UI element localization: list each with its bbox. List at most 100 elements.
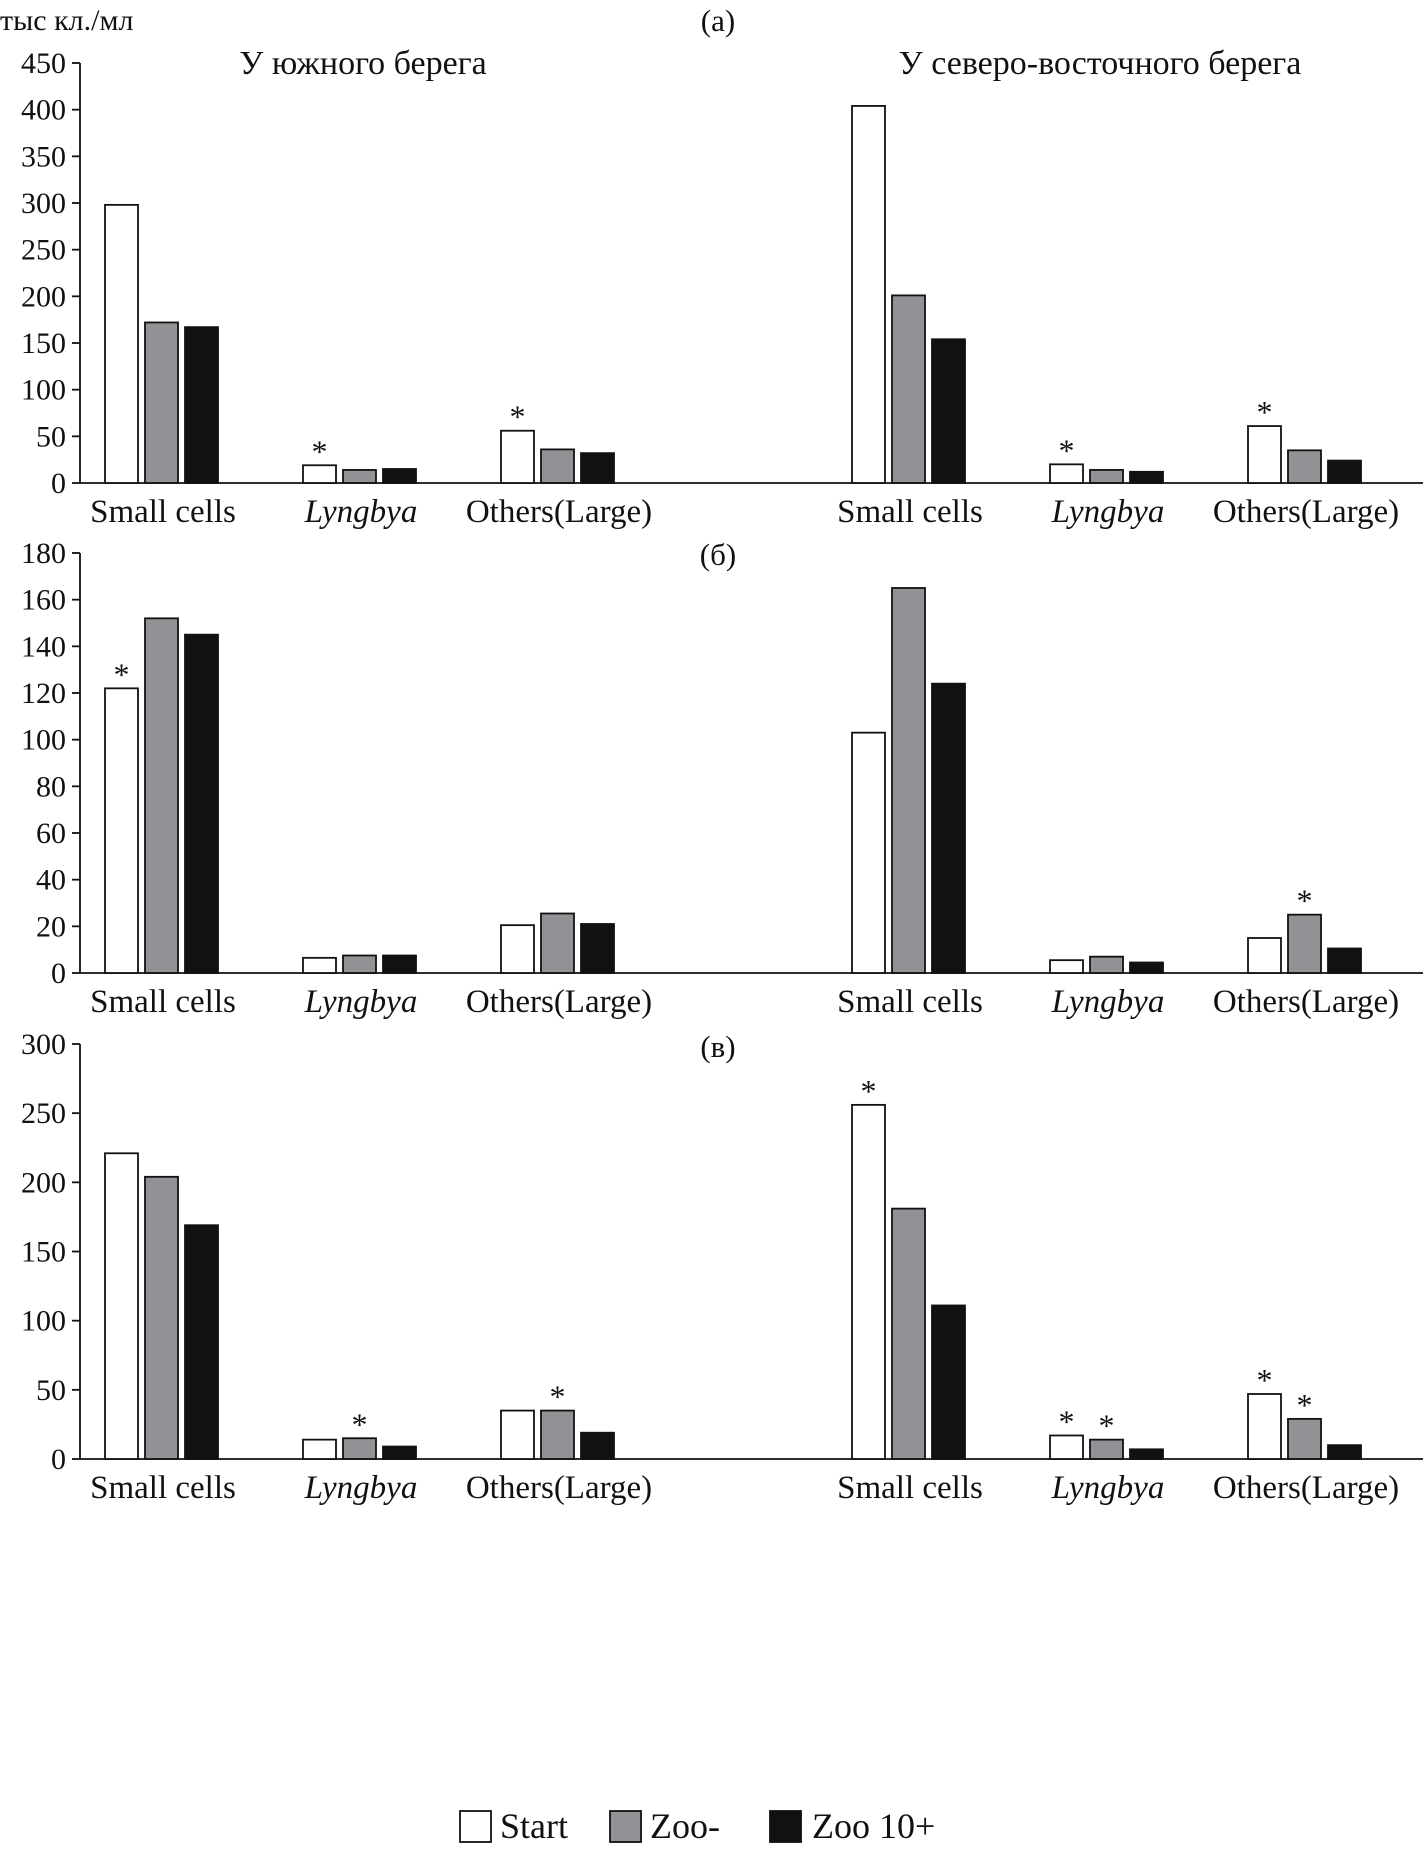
bar-zoo-10-: [382, 954, 417, 974]
y-tick-label: 0: [51, 1443, 66, 1476]
y-tick-label: 200: [21, 1166, 66, 1199]
header-northeast-shore: У северо-восточного берега: [899, 45, 1302, 82]
bar-zoo-10-: [580, 452, 615, 484]
bar-zoo-: [1287, 449, 1322, 484]
panel-label: (a): [701, 3, 735, 38]
y-tick-label: 80: [36, 770, 66, 803]
bar-start: [104, 203, 139, 484]
y-tick-label: 50: [36, 1374, 66, 1407]
bar-zoo-10-: [580, 923, 615, 974]
significance-star: *: [861, 1073, 877, 1109]
bar-zoo-10-: [931, 338, 966, 484]
panel-label: (б): [700, 537, 736, 572]
significance-star: *: [1297, 1387, 1313, 1423]
bar-zoo-10-: [1327, 947, 1362, 974]
significance-star: *: [352, 1406, 368, 1442]
bar-zoo-: [342, 469, 377, 484]
header-south-shore: У южного берега: [239, 45, 486, 82]
bar-zoo-: [540, 1409, 575, 1460]
bar-zoo-: [342, 954, 377, 974]
bar-zoo-: [540, 448, 575, 484]
bar-start: [104, 687, 139, 974]
significance-star: *: [1059, 432, 1075, 468]
bar-start: [500, 924, 535, 974]
category-label: Small cells: [837, 984, 983, 1020]
bar-start: [851, 105, 886, 484]
y-tick-label: 0: [51, 467, 66, 500]
bar-start: [1247, 937, 1282, 974]
y-tick-label: 150: [21, 1236, 66, 1269]
bar-zoo-: [540, 912, 575, 974]
y-tick-label: 60: [36, 817, 66, 850]
bar-start: [1247, 1393, 1282, 1460]
y-tick-label: 20: [36, 910, 66, 943]
category-label: Lyngbya: [304, 984, 418, 1020]
y-tick-label: 400: [21, 94, 66, 127]
significance-star: *: [550, 1379, 566, 1415]
bar-zoo-10-: [382, 1445, 417, 1460]
legend-entry: Start: [500, 1806, 568, 1846]
y-tick-label: 100: [21, 374, 66, 407]
bar-zoo-: [1287, 913, 1322, 974]
bar-zoo-10-: [1327, 459, 1362, 484]
bar-start: [302, 1438, 337, 1460]
category-label: Lyngbya: [1051, 984, 1165, 1020]
y-tick-label: 140: [21, 630, 66, 663]
y-tick-label: 200: [21, 280, 66, 313]
bar-start: [302, 956, 337, 974]
bar-start: [500, 1409, 535, 1460]
category-label: Small cells: [90, 984, 236, 1020]
category-label: Lyngbya: [304, 1470, 418, 1506]
bar-zoo-: [1089, 469, 1124, 484]
bar-zoo-10-: [382, 468, 417, 484]
category-label: Lyngbya: [304, 494, 418, 530]
bar-zoo-: [1287, 1417, 1322, 1460]
y-tick-label: 300: [21, 187, 66, 220]
bar-zoo-10-: [1129, 470, 1164, 484]
category-label: Others(Large): [466, 984, 652, 1020]
bar-zoo-10-: [580, 1431, 615, 1460]
bar-zoo-10-: [1129, 1448, 1164, 1460]
bar-zoo-: [342, 1437, 377, 1460]
category-label: Others(Large): [466, 1470, 652, 1506]
y-tick-label: 160: [21, 584, 66, 617]
bar-start: [851, 731, 886, 974]
significance-star: *: [1099, 1408, 1115, 1444]
bar-start: [1247, 425, 1282, 484]
bar-zoo-: [1089, 1438, 1124, 1460]
y-tick-label: 120: [21, 677, 66, 710]
category-label: Small cells: [837, 1470, 983, 1506]
bar-zoo-: [891, 294, 926, 484]
bar-zoo-10-: [931, 682, 966, 974]
category-label: Small cells: [90, 494, 236, 530]
bar-zoo-: [144, 321, 179, 484]
legend-entry: Zoo 10+: [812, 1806, 935, 1846]
bar-start: [302, 464, 337, 484]
y-tick-label: 450: [21, 47, 66, 80]
y-tick-label: 300: [21, 1028, 66, 1061]
panel-label: (в): [700, 1029, 735, 1064]
y-tick-label: 100: [21, 1305, 66, 1338]
bar-start: [1049, 463, 1084, 484]
y-axis-unit-label: тыс кл./мл: [0, 4, 133, 37]
significance-star: *: [510, 399, 526, 435]
category-label: Others(Large): [1213, 984, 1399, 1020]
y-tick-label: 180: [21, 537, 66, 570]
y-tick-label: 40: [36, 864, 66, 897]
bar-zoo-10-: [184, 1224, 219, 1460]
bar-zoo-10-: [1129, 961, 1164, 974]
bar-zoo-: [144, 1175, 179, 1460]
bar-zoo-10-: [931, 1304, 966, 1460]
category-label: Lyngbya: [1051, 1470, 1165, 1506]
bar-start: [104, 1152, 139, 1460]
legend-swatch-zoo-10-: [769, 1810, 802, 1843]
bar-start: [1049, 959, 1084, 974]
category-label: Others(Large): [466, 494, 652, 530]
y-tick-label: 250: [21, 1097, 66, 1130]
y-tick-label: 0: [51, 957, 66, 990]
category-label: Small cells: [837, 494, 983, 530]
bar-zoo-: [891, 587, 926, 974]
y-tick-label: 350: [21, 140, 66, 173]
legend-entry: Zoo-: [650, 1806, 720, 1846]
